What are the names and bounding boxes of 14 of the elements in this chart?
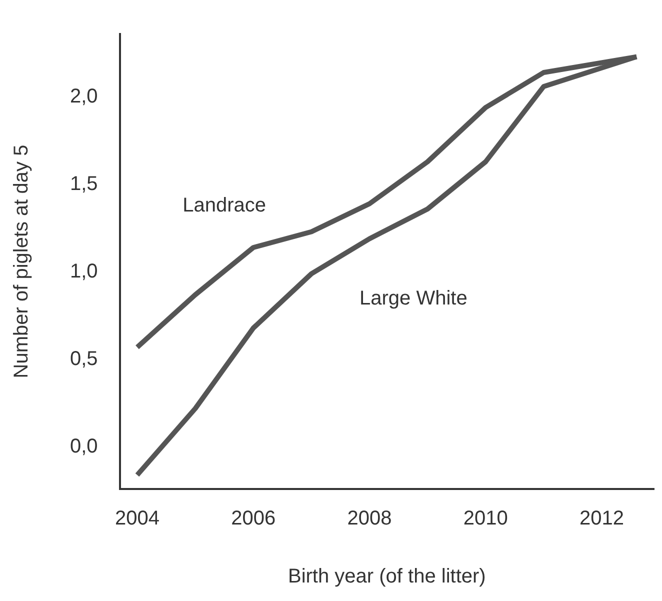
y-tick-label: 0,5 [70,348,98,370]
x-tick-label: 2008 [347,508,392,530]
y-tick-label: 1,0 [70,260,98,283]
y-axis-title: Number of piglets at day 5 [10,144,33,378]
x-axis-title: Birth year (of the litter) [288,566,486,588]
y-tick-label: 0,0 [70,436,98,458]
x-tick-label: 2012 [579,508,624,530]
series-label: Large White [359,287,468,310]
series-label: Landrace [182,194,266,217]
x-tick-label: 2006 [231,508,276,530]
y-tick-label: 1,5 [70,173,98,196]
x-tick-label: 2004 [114,508,160,530]
x-tick-label: 2010 [463,508,508,530]
y-tick-label: 2,0 [70,86,98,108]
